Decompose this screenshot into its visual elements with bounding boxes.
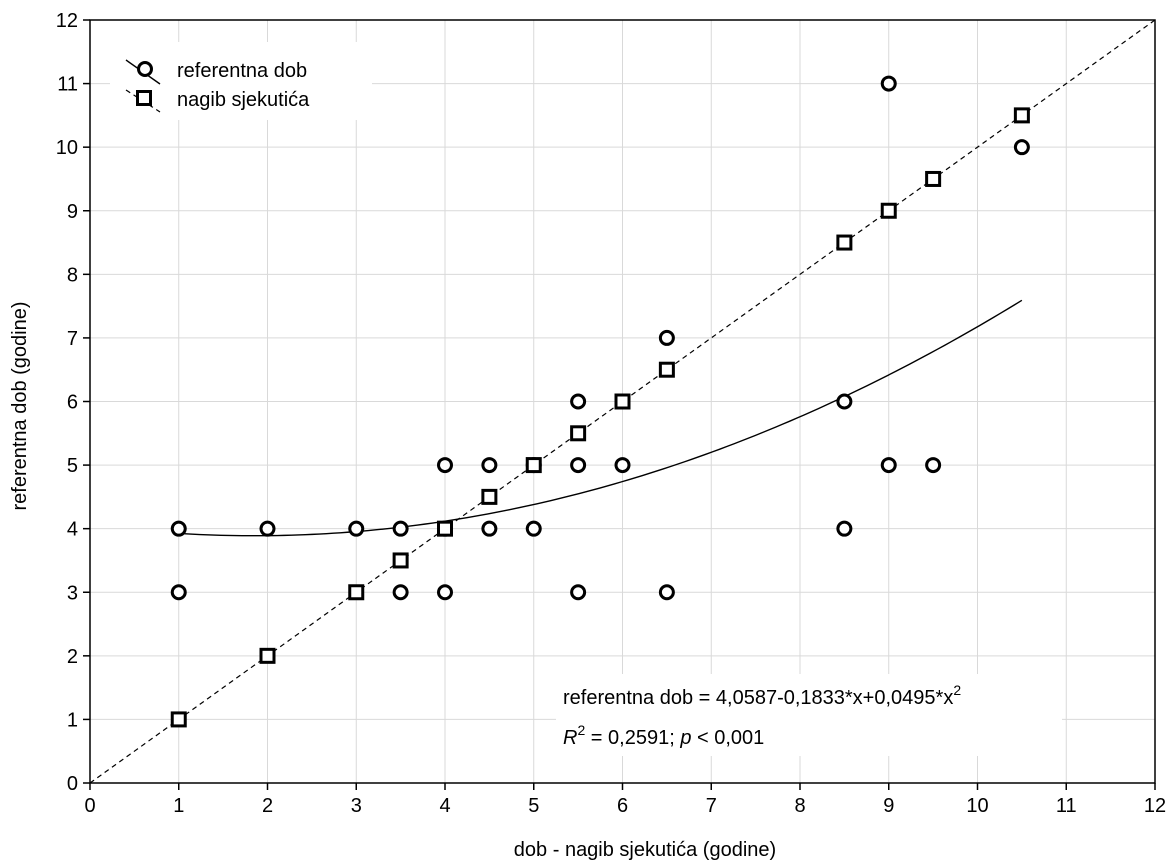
x-tick-label-0: 0 (84, 795, 95, 817)
y-tick-label-12: 12 (56, 10, 78, 32)
circle-point-0 (170, 520, 187, 537)
square-point-11 (880, 202, 897, 219)
circle-point-21 (880, 75, 897, 92)
legend-circle-marker-icon (137, 61, 153, 77)
circle-point-3 (348, 520, 365, 537)
square-point-10 (836, 234, 853, 251)
y-tick-label-5: 5 (67, 455, 78, 477)
y-tick-label-0: 0 (67, 773, 78, 795)
square-point-5 (481, 488, 498, 505)
legend-item-referentna-dob: referentna dob (125, 59, 307, 85)
x-axis-label: dob - nagib sjekutića (godine) (514, 839, 776, 861)
circle-point-16 (614, 457, 631, 474)
circle-point-10 (481, 520, 498, 537)
circle-point-19 (836, 393, 853, 410)
square-point-8 (614, 393, 631, 410)
legend-item-nagib-sjekutica: nagib sjekutića (125, 89, 310, 113)
circle-point-8 (437, 584, 453, 601)
legend-square-marker-icon (136, 90, 152, 106)
legend-label-nagib-sjekutica: nagib sjekutića (177, 89, 310, 111)
square-point-0 (170, 711, 187, 728)
x-tick-label-6: 6 (617, 795, 628, 817)
circle-point-15 (570, 584, 587, 601)
circle-point-5 (392, 584, 409, 601)
equation-exponent: 2 (953, 682, 961, 698)
circle-point-2 (259, 520, 276, 537)
y-tick-label-1: 1 (67, 709, 78, 731)
x-tick-label-9: 9 (883, 795, 894, 817)
circle-point-1 (170, 584, 187, 601)
square-point-9 (658, 361, 675, 378)
equation-text: referentna dob = 4,0587-0,1833*x+0,0495*… (563, 687, 953, 709)
circle-point-17 (658, 329, 675, 346)
y-tick-label-8: 8 (67, 264, 78, 286)
y-tick-label-9: 9 (67, 201, 78, 223)
y-tick-label-2: 2 (67, 646, 78, 668)
r-value: = 0,2591; (585, 727, 680, 749)
y-tick-label-3: 3 (67, 582, 78, 604)
x-tick-label-8: 8 (794, 795, 805, 817)
r-squared-statistic: R2 = 0,2591; p < 0,001 (563, 722, 764, 749)
x-tick-label-5: 5 (528, 795, 539, 817)
x-tick-label-1: 1 (173, 795, 184, 817)
square-point-3 (392, 552, 409, 569)
quadratic-fit-line (178, 299, 1023, 537)
circle-point-6 (437, 457, 453, 474)
p-symbol: p (679, 727, 691, 749)
p-value: < 0,001 (691, 727, 764, 749)
x-tick-label-7: 7 (706, 795, 717, 817)
x-tick-label-12: 12 (1144, 795, 1166, 817)
regression-equation: referentna dob = 4,0587-0,1833*x+0,0495*… (563, 682, 961, 709)
circle-point-13 (570, 393, 587, 410)
square-point-13 (1013, 107, 1030, 124)
circle-point-14 (570, 457, 587, 474)
x-tick-label-3: 3 (351, 795, 362, 817)
circle-point-18 (658, 584, 675, 601)
y-tick-label-10: 10 (56, 137, 78, 159)
square-point-1 (259, 647, 276, 664)
square-point-2 (348, 584, 365, 601)
x-tick-label-4: 4 (439, 795, 450, 817)
square-point-4 (437, 520, 453, 537)
grid (90, 20, 1155, 783)
circle-point-9 (481, 457, 498, 474)
square-point-6 (525, 457, 542, 474)
circle-point-12 (525, 520, 542, 537)
annotation-background (556, 674, 1062, 756)
x-tick-label-10: 10 (966, 795, 988, 817)
square-point-7 (570, 425, 587, 442)
legend: referentna dob nagib sjekutića (110, 42, 372, 120)
circle-point-20 (836, 520, 853, 537)
regression-annotation: referentna dob = 4,0587-0,1833*x+0,0495*… (556, 674, 1062, 756)
y-tick-label-6: 6 (67, 392, 78, 414)
data-points (170, 75, 1030, 728)
y-tick-label-11: 11 (57, 74, 78, 96)
y-tick-label-4: 4 (67, 519, 78, 541)
legend-label-referentna-dob: referentna dob (177, 60, 307, 82)
y-tick-label-7: 7 (67, 328, 78, 350)
r-symbol: R (563, 727, 577, 749)
circle-point-24 (1013, 139, 1030, 156)
axes (83, 19, 1156, 790)
circle-point-4 (392, 520, 409, 537)
x-tick-label-2: 2 (262, 795, 273, 817)
legend-background (110, 42, 372, 120)
square-point-12 (925, 170, 942, 187)
circle-point-23 (925, 457, 942, 474)
r-exponent: 2 (577, 722, 585, 738)
y-axis-label: referentna dob (godine) (9, 301, 31, 510)
x-tick-label-11: 11 (1056, 795, 1077, 817)
circle-point-22 (880, 457, 897, 474)
